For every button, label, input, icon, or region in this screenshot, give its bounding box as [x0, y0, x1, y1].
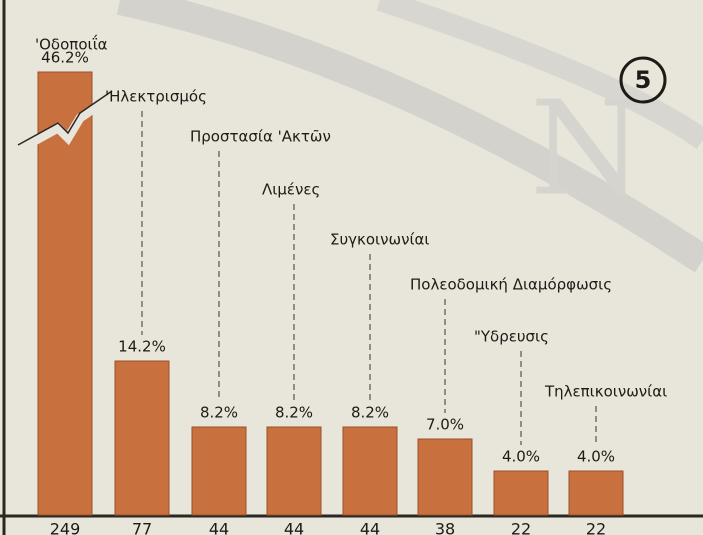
value-label: 22	[586, 520, 606, 535]
category-label: 'Ηλεκτρισμός	[105, 88, 207, 106]
value-label: 38	[435, 520, 455, 535]
bar	[568, 470, 624, 516]
bar	[266, 426, 322, 516]
value-label: 22	[511, 520, 531, 535]
annotation-circle	[619, 56, 667, 104]
value-label: 77	[132, 520, 152, 535]
share-label: 46.2%	[41, 49, 89, 67]
bar	[342, 426, 398, 516]
value-label: 44	[284, 520, 304, 535]
share-label: 8.2%	[200, 404, 238, 422]
watermark-letter: N	[530, 73, 644, 225]
value-label: 44	[209, 520, 229, 535]
share-label: 14.2%	[118, 338, 166, 356]
bar	[417, 438, 473, 516]
value-label: 249	[50, 520, 81, 535]
share-label: 4.0%	[502, 448, 540, 466]
bar	[37, 71, 93, 516]
watermark-arc	[376, 0, 703, 149]
value-label: 44	[360, 520, 380, 535]
bar	[114, 360, 170, 516]
category-label: Προστασία 'Ακτῶν	[190, 128, 331, 146]
share-label: 8.2%	[351, 404, 389, 422]
category-label: Λιμένες	[262, 181, 320, 199]
category-label: Πολεοδομική Διαμόρφωσις	[410, 276, 612, 294]
watermark-arc	[116, 0, 703, 273]
bar	[191, 426, 247, 516]
category-label: "Υδρευσις	[474, 328, 549, 346]
axis-break	[15, 92, 115, 154]
bar	[493, 470, 549, 516]
axis-break	[17, 90, 113, 146]
share-label: 7.0%	[426, 416, 464, 434]
share-label: 8.2%	[275, 404, 313, 422]
annotation: 5	[635, 66, 652, 94]
category-label: Τηλεπικοινωνίαι	[544, 383, 667, 401]
category-label: Συγκοινωνίαι	[330, 231, 430, 249]
category-label: 'Οδοποιΐα	[35, 34, 108, 54]
share-label: 4.0%	[577, 448, 615, 466]
